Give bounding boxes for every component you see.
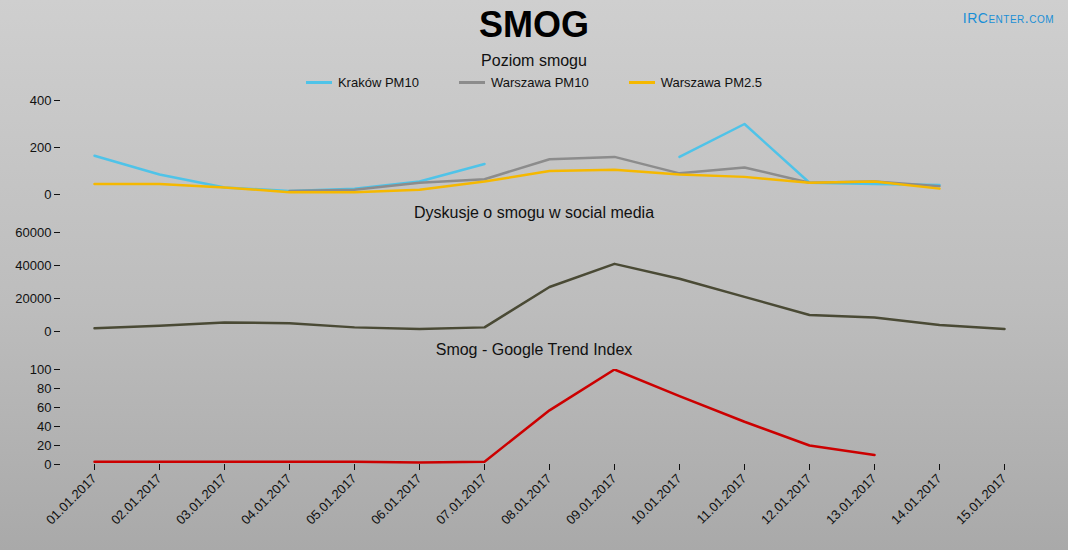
svg-text:0: 0: [44, 457, 51, 472]
svg-text:0: 0: [44, 187, 51, 202]
html-text:Poziom smogu: Poziom smogu: [481, 52, 587, 69]
svg-text:13.01.2017: 13.01.2017: [823, 471, 880, 526]
html-text:SMOG: SMOG: [479, 4, 589, 45]
svg-text:05.01.2017: 05.01.2017: [303, 471, 360, 526]
svg-text:20000: 20000: [15, 291, 51, 306]
svg-text:15.01.2017: 15.01.2017: [953, 471, 1010, 526]
svg-text:10.01.2017: 10.01.2017: [628, 471, 685, 526]
html-text:Dyskusje o smogu w social medi: Dyskusje o smogu w social media: [414, 204, 654, 221]
html-text:Warszawa PM2.5: Warszawa PM2.5: [660, 74, 762, 90]
svg-text:04.01.2017: 04.01.2017: [238, 471, 295, 526]
svg-text:60000: 60000: [15, 225, 51, 240]
svg-text:02.01.2017: 02.01.2017: [108, 471, 165, 526]
svg-text:60: 60: [37, 400, 51, 415]
html-text:IRCenter.com: IRCenter.com: [962, 10, 1054, 26]
svg-text:06.01.2017: 06.01.2017: [368, 471, 425, 526]
svg-text:09.01.2017: 09.01.2017: [563, 471, 620, 526]
svg-text:0: 0: [44, 324, 51, 339]
svg-text:80: 80: [37, 381, 51, 396]
html-text:Kraków PM10: Kraków PM10: [338, 74, 419, 90]
svg-text:100: 100: [30, 362, 52, 377]
svg-text:08.01.2017: 08.01.2017: [498, 471, 555, 526]
svg-text:01.01.2017: 01.01.2017: [43, 471, 100, 526]
svg-text:200: 200: [30, 140, 52, 155]
svg-text:07.01.2017: 07.01.2017: [433, 471, 490, 526]
html-text:Smog - Google Trend Index: Smog - Google Trend Index: [435, 341, 633, 358]
svg-text:03.01.2017: 03.01.2017: [173, 471, 230, 526]
svg-text:40000: 40000: [15, 258, 51, 273]
svg-text:14.01.2017: 14.01.2017: [888, 471, 945, 526]
svg-text:20: 20: [37, 438, 51, 453]
svg-text:400: 400: [30, 93, 52, 108]
html-text:Warszawa PM10: Warszawa PM10: [490, 74, 589, 90]
svg-text:11.01.2017: 11.01.2017: [694, 471, 750, 526]
svg-text:40: 40: [37, 419, 51, 434]
svg-text:12.01.2017: 12.01.2017: [758, 471, 815, 526]
